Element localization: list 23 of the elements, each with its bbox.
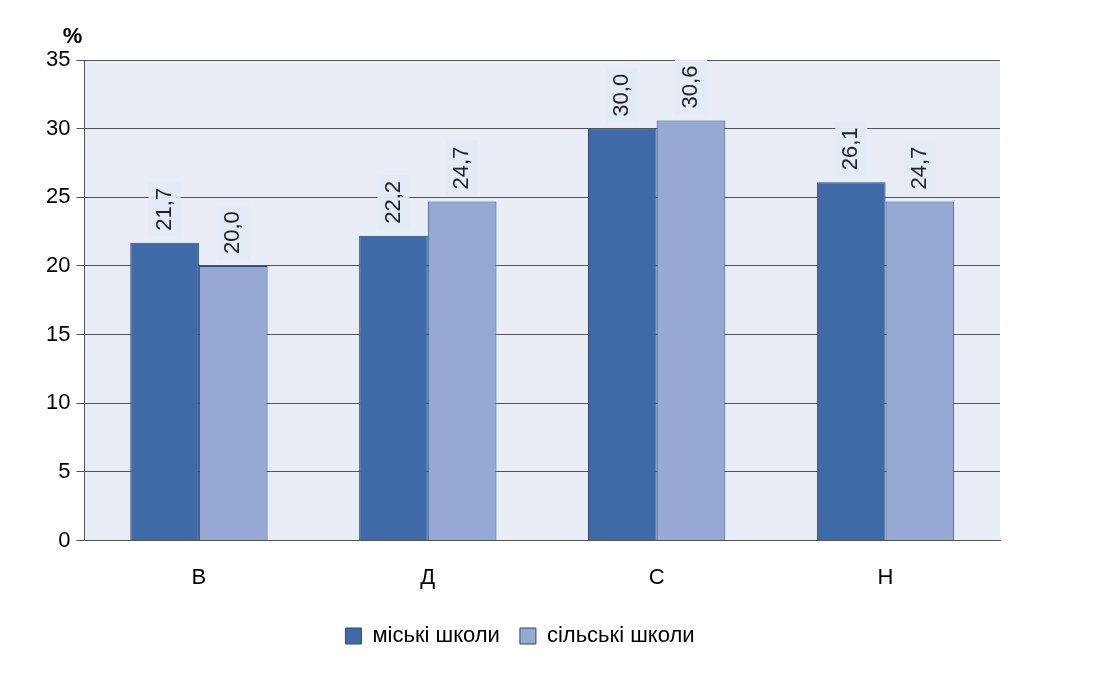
x-tick-label: Д — [420, 563, 436, 589]
y-tick-label: 5 — [58, 458, 71, 484]
y-tick-label: 15 — [45, 320, 71, 346]
data-label: 22,2 — [379, 180, 405, 224]
y-tick-label: 0 — [58, 526, 71, 552]
y-tick-label: 20 — [45, 252, 71, 278]
legend-label: сільські школи — [546, 622, 695, 648]
x-tick-label: Н — [877, 563, 894, 589]
data-label: 26,1 — [837, 127, 863, 171]
data-label: 20,0 — [219, 211, 245, 254]
y-tick-label: 10 — [45, 389, 71, 415]
x-tick-label: С — [648, 563, 665, 589]
y-tick-label: 35 — [45, 46, 71, 72]
data-label: 24,7 — [905, 146, 931, 190]
x-tick-label: В — [191, 563, 207, 589]
y-axis-title: % — [62, 23, 83, 49]
y-tick-label: 30 — [45, 114, 71, 140]
data-label: 24,7 — [448, 146, 474, 190]
legend-label: міські школи — [372, 622, 500, 648]
data-label: 30,0 — [608, 73, 634, 117]
data-label: 21,7 — [150, 187, 176, 231]
y-tick-label: 25 — [45, 183, 71, 209]
data-label: 30,6 — [677, 65, 703, 109]
